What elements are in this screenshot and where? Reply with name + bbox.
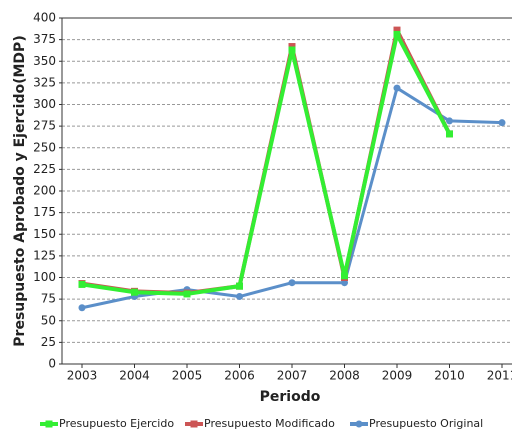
- y-tick-label: 300: [33, 97, 56, 111]
- y-tick-label: 0: [48, 357, 56, 371]
- x-tick-label: 2010: [434, 369, 465, 383]
- y-tick-label: 200: [33, 184, 56, 198]
- series-line: [81, 32, 452, 296]
- x-tick-label: 2004: [119, 369, 150, 383]
- legend-label: Presupuesto Modificado: [204, 417, 335, 430]
- point: [446, 117, 453, 125]
- y-tick-label: 100: [33, 270, 56, 284]
- x-tick-label: 2003: [67, 369, 98, 383]
- point: [236, 293, 243, 301]
- x-axis-title: Periodo: [260, 389, 321, 405]
- point: [78, 304, 86, 312]
- y-tick-label: 350: [33, 54, 56, 68]
- x-tick-label: 2005: [172, 369, 203, 383]
- series-line: [81, 86, 503, 310]
- y-tick-label: 125: [33, 248, 56, 262]
- y-tick-label: 375: [33, 32, 56, 46]
- legend-label: Presupuesto Ejercido: [59, 417, 174, 430]
- y-tick-label: 275: [33, 119, 56, 133]
- point: [78, 280, 86, 288]
- point: [131, 288, 138, 296]
- legend-marker: [190, 420, 198, 428]
- y-tick-label: 150: [33, 227, 56, 241]
- x-tick-label: 2007: [277, 369, 308, 383]
- y-tick-label: 250: [33, 140, 56, 154]
- y-tick-label: 225: [33, 162, 56, 176]
- point: [288, 279, 296, 287]
- y-tick-label: 175: [33, 205, 56, 219]
- y-tick-label: 50: [41, 313, 56, 327]
- point: [341, 272, 348, 280]
- x-tick-label: 2009: [382, 369, 413, 383]
- point: [183, 290, 191, 298]
- legend-label: Presupuesto Original: [369, 417, 483, 430]
- y-tick-label: 75: [41, 292, 56, 306]
- x-tick-label: 2006: [224, 369, 255, 383]
- point: [393, 84, 401, 92]
- x-tick-label: 2008: [329, 369, 360, 383]
- point: [393, 26, 401, 34]
- y-axis-title: Presupuesto Aprobado y Ejercido(MDP): [12, 35, 28, 346]
- point: [393, 30, 401, 38]
- y-tick-label: 325: [33, 75, 56, 89]
- y-tick-label: 400: [33, 11, 56, 25]
- legend-marker: [45, 420, 53, 428]
- point: [498, 119, 506, 127]
- legend-marker: [355, 420, 363, 428]
- point: [446, 130, 453, 138]
- point: [236, 282, 243, 290]
- y-tick-label: 25: [41, 335, 56, 349]
- x-tick-label: 2011: [487, 369, 512, 383]
- point: [288, 46, 296, 54]
